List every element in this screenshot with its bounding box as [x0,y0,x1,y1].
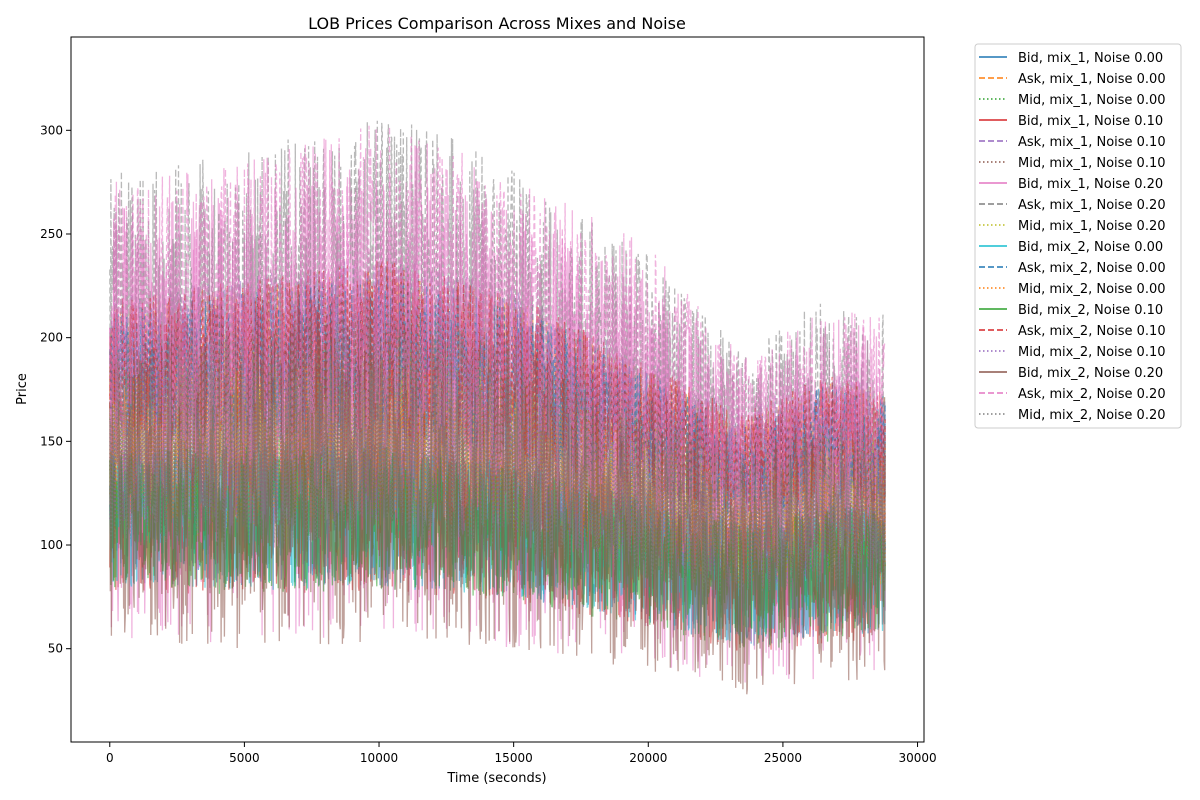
y-axis-label: Price [15,373,30,405]
chart-title: LOB Prices Comparison Across Mixes and N… [308,14,686,33]
legend-box [974,43,1182,429]
legend-label: Bid, mix_1, Noise 0.10 [1018,114,1163,129]
legend-label: Ask, mix_1, Noise 0.00 [1018,72,1166,87]
y-tick-label: 200 [40,331,63,345]
x-axis: 0 5000 10000 15000 20000 25000 30000 [106,742,937,765]
series-line [109,125,886,532]
y-tick-label: 300 [40,123,63,137]
x-tick-label: 20000 [629,751,667,765]
series-layer [109,120,886,695]
legend-label: Bid, mix_1, Noise 0.00 [1018,51,1163,66]
x-tick-label: 25000 [764,751,802,765]
y-tick-label: 50 [48,642,63,656]
y-tick-label: 250 [40,227,63,241]
legend-label: Bid, mix_2, Noise 0.10 [1018,303,1163,318]
legend-label: Mid, mix_2, Noise 0.20 [1018,408,1166,423]
legend-label: Mid, mix_1, Noise 0.10 [1018,156,1166,171]
legend-label: Mid, mix_1, Noise 0.00 [1018,93,1166,108]
y-tick-label: 100 [40,538,63,552]
legend-label: Ask, mix_2, Noise 0.00 [1018,261,1166,276]
y-tick-label: 150 [40,434,63,448]
legend-label: Bid, mix_2, Noise 0.20 [1018,366,1163,381]
legend-label: Bid, mix_1, Noise 0.20 [1018,177,1163,192]
x-tick-label: 5000 [229,751,260,765]
legend-label: Mid, mix_2, Noise 0.10 [1018,345,1166,360]
series-line [109,308,886,597]
x-tick-label: 0 [106,751,114,765]
legend-label: Ask, mix_2, Noise 0.20 [1018,387,1166,402]
x-tick-label: 30000 [898,751,936,765]
series-line [109,120,886,568]
x-tick-label: 15000 [495,751,533,765]
legend-label: Ask, mix_1, Noise 0.10 [1018,135,1166,150]
legend-label: Ask, mix_2, Noise 0.10 [1018,324,1166,339]
x-tick-label: 10000 [360,751,398,765]
legend-label: Bid, mix_2, Noise 0.00 [1018,240,1163,255]
legend: Bid, mix_1, Noise 0.00 Ask, mix_1, Noise … [974,43,1182,429]
y-axis: 50 100 150 200 250 300 [40,123,71,656]
legend-label: Ask, mix_1, Noise 0.20 [1018,198,1166,213]
plot-frame [70,36,925,743]
plot-area [70,36,925,743]
legend-label: Mid, mix_2, Noise 0.00 [1018,282,1166,297]
legend-label: Mid, mix_1, Noise 0.20 [1018,219,1166,234]
x-axis-label: Time (seconds) [446,771,546,786]
